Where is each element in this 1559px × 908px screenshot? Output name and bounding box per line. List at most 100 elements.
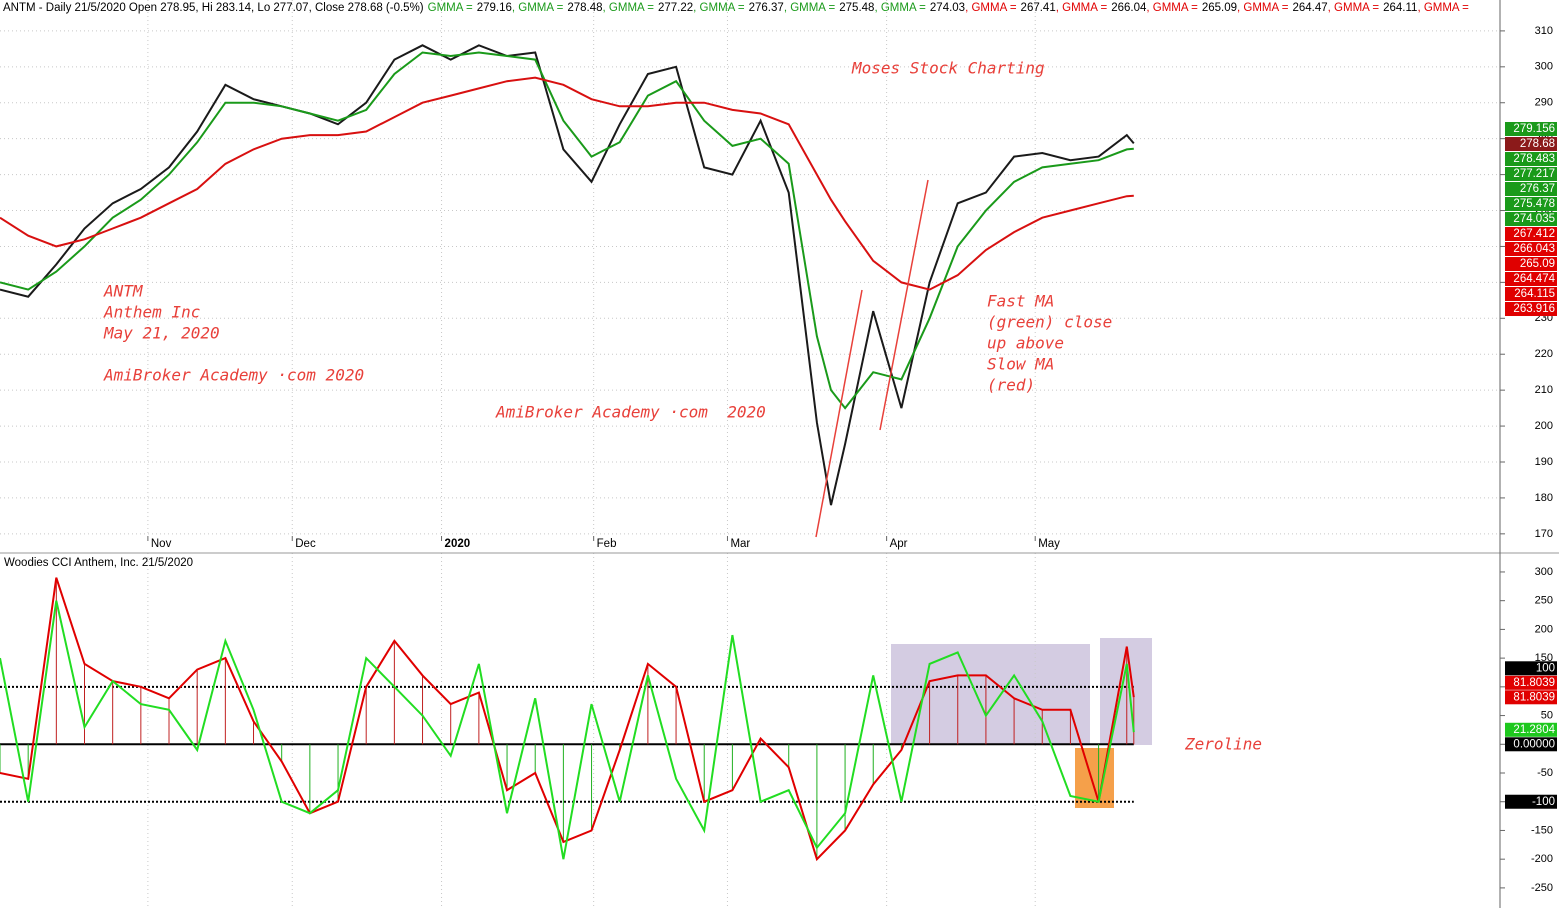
header: ANTM - Daily 21/5/2020 Open 278.95, Hi 2…: [3, 2, 1469, 14]
cci-tag-box: [1505, 675, 1557, 690]
gmma-label: , GMMA =: [1417, 2, 1469, 14]
annotation: Fast MA: [987, 292, 1054, 311]
gmma-value: 267.41: [1021, 2, 1056, 14]
annotation: up above: [987, 334, 1064, 353]
header-title: ANTM - Daily 21/5/2020 Open 278.95, Hi 2…: [3, 2, 424, 14]
cci-tag: 81.8039: [1505, 690, 1557, 705]
y-tick-label: -200: [1531, 853, 1553, 865]
gmma-value: 277.22: [658, 2, 693, 14]
price-tag-box: [1505, 122, 1557, 136]
y-tick-label: -50: [1537, 767, 1553, 779]
price-tag-label: 277.217: [1513, 168, 1555, 180]
price-tag-box: [1505, 287, 1557, 301]
price-tag: 263.916: [1505, 302, 1557, 316]
annotation: Moses Stock Charting: [851, 59, 1045, 78]
price-tag-box: [1505, 257, 1557, 271]
price-tag: 274.035: [1505, 212, 1557, 226]
series-line: [0, 600, 1135, 860]
cci-tag-label: 81.8039: [1513, 691, 1555, 703]
price-tag: 278.68: [1505, 137, 1557, 151]
price-tag-label: 278.68: [1520, 138, 1555, 150]
pane-title: Woodies CCI Anthem, Inc. 21/5/2020: [4, 557, 193, 569]
y-tick-label: 210: [1535, 384, 1553, 396]
gmma-label: , GMMA =: [512, 2, 564, 14]
gmma-value: 264.11: [1383, 2, 1417, 14]
price-tag: 266.043: [1505, 242, 1557, 256]
x-tick-label: 2020: [445, 538, 471, 550]
gmma-label: , GMMA =: [1146, 2, 1198, 14]
annotation: Zeroline: [1184, 735, 1262, 754]
cci-tag-box: [1505, 794, 1557, 809]
gmma-value: 264.47: [1292, 2, 1327, 14]
cci-tag-box: [1505, 722, 1557, 737]
gmma-label: , GMMA =: [1328, 2, 1380, 14]
y-tick-label: 190: [1535, 456, 1553, 468]
price-tag-label: 278.483: [1513, 153, 1555, 165]
cci-tag-label: -100: [1532, 796, 1555, 808]
gmma-label: , GMMA =: [784, 2, 836, 14]
price-tag-label: 263.916: [1513, 303, 1555, 315]
gmma-label: , GMMA =: [603, 2, 655, 14]
series-line: [0, 44, 1135, 506]
y-tick-label: 300: [1535, 61, 1553, 73]
y-tick-label: 220: [1535, 348, 1553, 360]
gmma-label: , GMMA =: [874, 2, 926, 14]
y-tick-label: 200: [1535, 420, 1553, 432]
price-tag-box: [1505, 197, 1557, 211]
x-tick-label: Nov: [151, 538, 172, 550]
cci-tag-box: [1505, 690, 1557, 705]
cci-tag-label: 81.8039: [1513, 677, 1555, 689]
gmma-value: 276.37: [749, 2, 784, 14]
price-tag-box: [1505, 152, 1557, 166]
plot: [0, 0, 1500, 908]
price-tag: 264.115: [1505, 287, 1557, 301]
price-tag-label: 264.115: [1514, 288, 1555, 300]
gmma-value: 274.03: [930, 2, 965, 14]
price-tag-label: 264.474: [1513, 273, 1555, 285]
annotation: (red): [987, 376, 1035, 395]
x-tick-label: Mar: [730, 538, 750, 550]
cci-tag-box: [1505, 737, 1557, 752]
y-tick-label: 180: [1535, 492, 1553, 504]
cci-tag: -100: [1505, 794, 1557, 809]
y-tick-label: 250: [1535, 595, 1553, 607]
gmma-label: GMMA =: [428, 2, 473, 14]
price-tag: 279.156: [1505, 122, 1557, 136]
annotation: AmiBroker Academy ·com 2020: [495, 403, 766, 422]
price-tag-label: 266.043: [1513, 243, 1555, 255]
y-tick-label: -250: [1531, 882, 1553, 894]
gmma-label: , GMMA =: [1237, 2, 1289, 14]
trend-line: [879, 179, 929, 431]
gmma-value: 278.48: [567, 2, 602, 14]
price-tag: 276.37: [1505, 182, 1557, 196]
price-tag: 275.478: [1505, 197, 1557, 211]
y-tick-label: 290: [1535, 97, 1553, 109]
cci-tag-label: 0.00000: [1513, 738, 1555, 750]
price-tag-label: 265.09: [1520, 258, 1555, 270]
cci-tag: 100: [1505, 661, 1557, 676]
x-tick-label: Dec: [295, 538, 316, 550]
price-tag-box: [1505, 242, 1557, 256]
y-tick-label: 310: [1535, 25, 1553, 37]
price-tag: 264.474: [1505, 272, 1557, 286]
y-tick-label: 170: [1535, 528, 1553, 540]
gmma-value: 266.04: [1111, 2, 1147, 14]
annotation: ANTM: [103, 282, 144, 301]
x-tick-label: Apr: [890, 538, 908, 550]
y-tick-label: 200: [1535, 623, 1553, 635]
price-tag-label: 274.035: [1513, 213, 1555, 225]
price-tag-box: [1505, 227, 1557, 241]
annotation: Anthem Inc: [103, 303, 200, 322]
gmma-label: , GMMA =: [965, 2, 1017, 14]
cci-tag-label: 100: [1536, 662, 1555, 674]
annotation: May 21, 2020: [103, 324, 220, 343]
annotation: AmiBroker Academy ·com 2020: [103, 366, 364, 385]
y-tick-label: -150: [1531, 824, 1553, 836]
price-tag-box: [1505, 167, 1557, 181]
price-tag-label: 279.156: [1513, 123, 1555, 135]
highlight-box: [891, 644, 1090, 745]
price-tag: 278.483: [1505, 152, 1557, 166]
series-line: [0, 51, 1134, 410]
